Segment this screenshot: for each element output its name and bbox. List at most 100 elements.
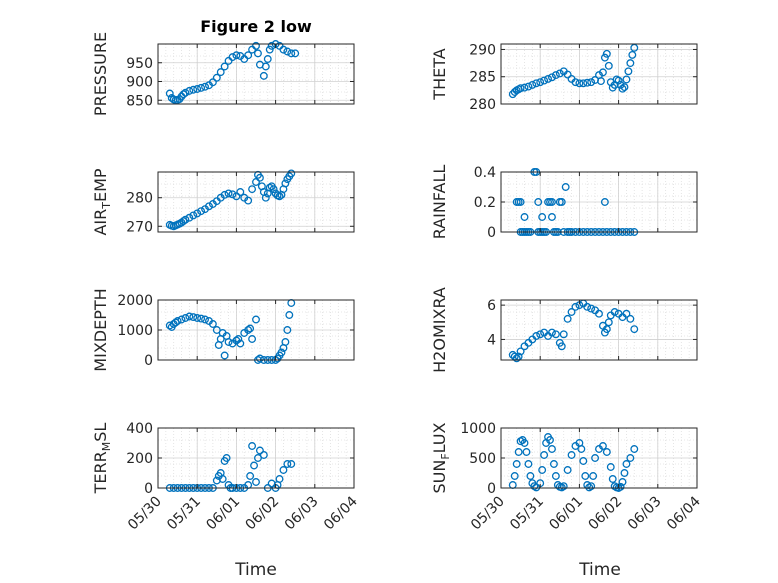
y-axis-label: THETA [430,48,449,100]
data-point [520,439,529,447]
x-tick-label: 06/02 [243,494,283,534]
data-point [538,213,547,221]
y-tick-label: 500 [469,451,496,467]
data-point [275,192,284,201]
data-point [563,70,572,79]
data-point [608,475,617,483]
data-point [218,475,227,483]
data-point [283,460,292,468]
data-point [540,451,549,459]
data-point [263,55,272,63]
data-point [532,483,541,492]
x-tick-label: 06/04 [321,493,361,533]
data-point [252,478,260,486]
data-point [246,472,255,480]
data-point [259,451,268,459]
data-point [583,302,592,311]
data-point [232,192,241,201]
data-point [179,217,188,226]
data-point [600,198,609,206]
y-tick-label: 1000 [460,421,496,437]
data-point [185,213,194,222]
plot-area [501,44,697,104]
data-point [563,314,572,323]
x-tick-label: 06/03 [282,494,322,534]
y-tick-label: 2000 [117,293,153,309]
data-point [189,85,198,94]
data-point [548,73,556,82]
data-point [567,451,576,459]
subplot-pressure: 850 900 950 PRESSURE [91,32,355,116]
data-point [261,193,270,202]
x-tick-label: 06/04 [664,493,704,533]
data-point [534,198,543,206]
data-point [287,169,296,178]
data-point [220,62,229,71]
data-point [614,76,623,85]
y-tick-label: 4 [487,332,496,348]
data-point [281,338,290,346]
data-point [236,339,245,348]
data-point [212,326,221,334]
data-point [575,79,584,88]
subplot-sun-flux: 0 500 1000 05/30 05/31 06/01 06/02 06/03 06/04 SU… [430,421,704,533]
data-point [577,445,586,453]
data-point [548,328,556,337]
data-point [597,77,605,86]
data-point [224,338,233,346]
data-point [620,83,629,92]
data-point [205,202,213,211]
data-point [510,472,519,480]
data-point [520,213,529,221]
y-tick-label: 0 [144,353,153,369]
data-point [265,45,274,54]
data-point [571,78,580,87]
data-point [555,69,564,78]
data-point [559,482,568,491]
data-point [275,475,284,483]
data-point [193,209,202,218]
y-tick-label: 280 [469,97,496,113]
data-point [259,71,268,80]
data-point [165,89,174,98]
data-point [526,472,535,480]
data-point [587,482,596,491]
y-tick-label: 200 [126,451,153,467]
data-point [557,198,566,206]
data-point [281,179,290,188]
data-point [234,335,243,343]
data-point [244,326,253,334]
data-point [252,41,260,50]
data-point [208,78,217,87]
data-point [548,445,556,453]
data-point [581,472,590,480]
axes-box [500,43,698,105]
subplot-grid: 850 900 950 PRESSURE 280 285 290 THETA 270 280 AIR… [91,32,704,533]
data-point [212,73,221,82]
data-point [600,53,609,62]
y-tick-label: 900 [126,75,153,91]
data-point [546,436,554,444]
data-point [197,314,206,323]
data-point [516,84,525,93]
data-point [622,309,631,318]
y-tick-label: 6 [487,298,496,314]
data-point [598,68,607,77]
data-point [181,314,190,322]
data-point [228,53,237,62]
y-tick-label: 280 [126,191,153,207]
subplot-air-temp: 270 280 AIRTEMP [91,168,355,236]
data-point [532,332,541,340]
x-tick-label: 05/30 [468,494,508,534]
y-tick-label: 290 [469,42,496,58]
data-point [622,460,631,468]
data-point [610,308,619,316]
y-tick-label: 400 [126,421,153,437]
data-point [261,62,270,71]
data-point [616,80,625,89]
data-point [532,79,541,88]
data-point [587,304,596,313]
data-point [208,320,217,328]
data-point [620,469,629,477]
data-point [181,88,190,97]
